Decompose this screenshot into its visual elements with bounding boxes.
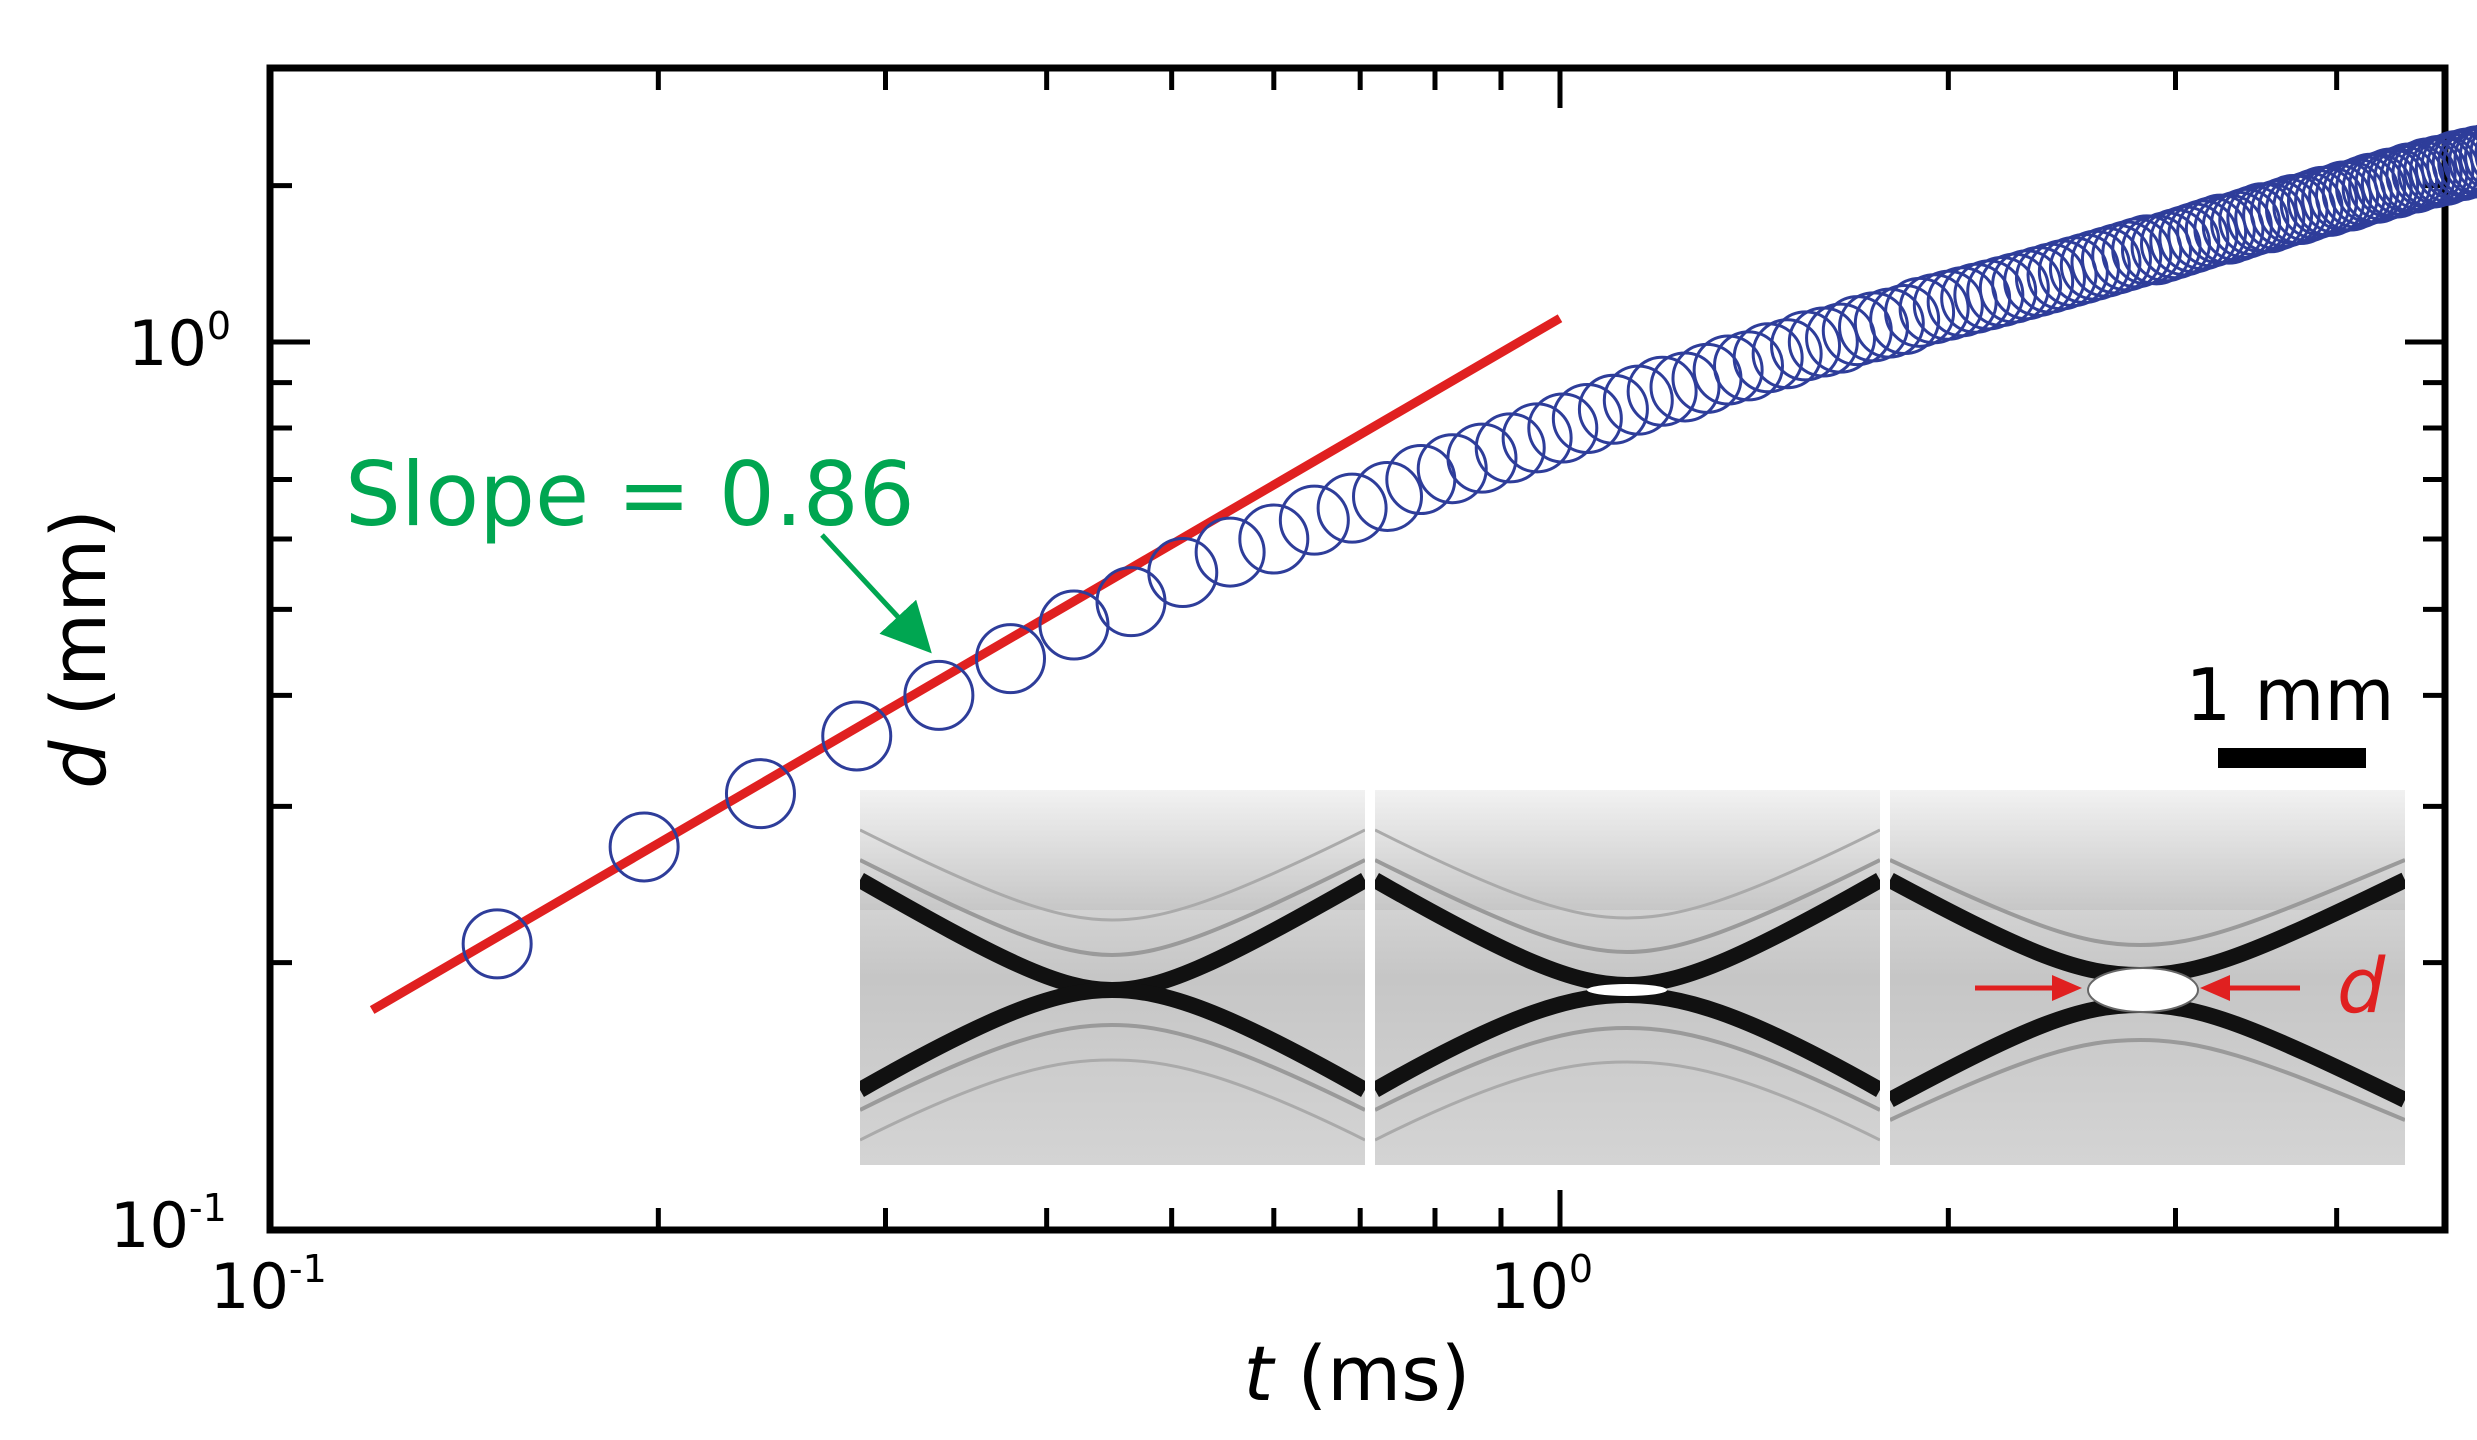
data-point [2474,140,2477,167]
data-point [1751,318,1823,390]
bridge-d-label: d [2337,941,2386,1030]
y-axis-title: d (mm) [34,509,123,789]
slope-annotation: Slope = 0.86 [345,443,915,546]
data-point [1551,383,1623,455]
data-point [975,623,1047,695]
fit-line [369,314,1563,1014]
data-point [2448,125,2477,196]
data-point [2176,196,2248,268]
data-point [1978,252,2050,324]
axis-ticks [267,68,2445,1233]
data-point [2458,124,2477,187]
data-point [821,700,893,772]
svg-text:10-1: 10-1 [110,1186,227,1262]
x-tick-label-1: 100 [1490,1247,1593,1323]
y-tick-label-0: 10-1 [110,1186,227,1262]
y-tick-label-1: 100 [128,304,231,380]
inset-frame-2 [1375,790,1880,1165]
inset-frame-1 [860,790,1365,1165]
data-point [1649,351,1721,423]
data-point [724,758,796,830]
data-point [1147,537,1219,609]
data-point [1713,330,1785,402]
scale-bar-label: 1 mm [2186,653,2395,737]
data-markers [461,124,2477,980]
data-point [1626,355,1698,427]
data-point [1352,460,1424,532]
data-point [2101,217,2173,289]
data-point [1869,284,1941,356]
data-point [1692,334,1764,406]
data-point [2453,124,2477,192]
plot-frame [266,64,2449,1234]
x-tick-label-0: 10-1 [210,1247,327,1323]
inset-frame-3 [1890,790,2405,1165]
data-point [1316,472,1388,544]
x-axis-title: t (ms) [1244,1329,1471,1418]
svg-text:10-1: 10-1 [210,1247,327,1323]
data-point [1194,516,1266,588]
data-point [2242,179,2314,251]
inset-images: d [860,790,2405,1165]
data-point [1278,484,1350,556]
data-point [1446,422,1518,494]
data-point [1474,412,1546,484]
bridge-arrows [1975,975,2300,1001]
data-point [2464,128,2477,184]
data-point [2442,125,2477,197]
data-point [2469,131,2477,176]
data-point [1671,342,1743,414]
data-point [1238,503,1310,575]
svg-text:100: 100 [1490,1247,1593,1323]
data-point [1732,322,1804,394]
data-point [461,908,533,980]
data-point [608,811,680,883]
data-point [903,659,975,731]
slope-arrow [820,533,932,654]
data-point [1416,433,1488,505]
scale-bar [2218,748,2366,768]
data-point [1095,566,1167,638]
svg-text:100: 100 [128,304,231,380]
